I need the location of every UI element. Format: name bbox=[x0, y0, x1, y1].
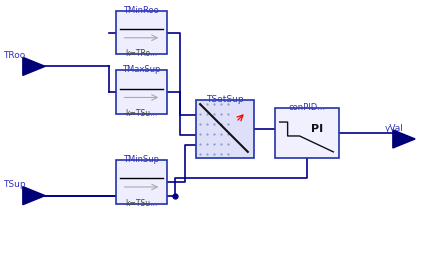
Text: TMinRoo: TMinRoo bbox=[123, 6, 159, 15]
Text: TMaxSup: TMaxSup bbox=[122, 65, 161, 74]
Text: conPID...: conPID... bbox=[288, 103, 326, 112]
Text: yVal: yVal bbox=[385, 123, 404, 133]
Text: k=TSu...: k=TSu... bbox=[125, 109, 158, 118]
Polygon shape bbox=[23, 57, 45, 75]
Bar bbox=[275, 108, 339, 158]
Text: TSup: TSup bbox=[3, 180, 26, 189]
Text: TMinSup: TMinSup bbox=[123, 155, 159, 164]
Text: TRoo: TRoo bbox=[3, 51, 26, 60]
Text: k=TRo...: k=TRo... bbox=[125, 49, 158, 58]
Polygon shape bbox=[23, 187, 45, 205]
Text: PI: PI bbox=[310, 124, 323, 134]
Bar bbox=[116, 70, 167, 114]
Polygon shape bbox=[393, 130, 415, 148]
Bar bbox=[116, 160, 167, 204]
Bar bbox=[116, 11, 167, 54]
Bar bbox=[196, 100, 254, 158]
Text: TSetSup: TSetSup bbox=[206, 95, 244, 104]
Text: k=TSu...: k=TSu... bbox=[125, 199, 158, 207]
